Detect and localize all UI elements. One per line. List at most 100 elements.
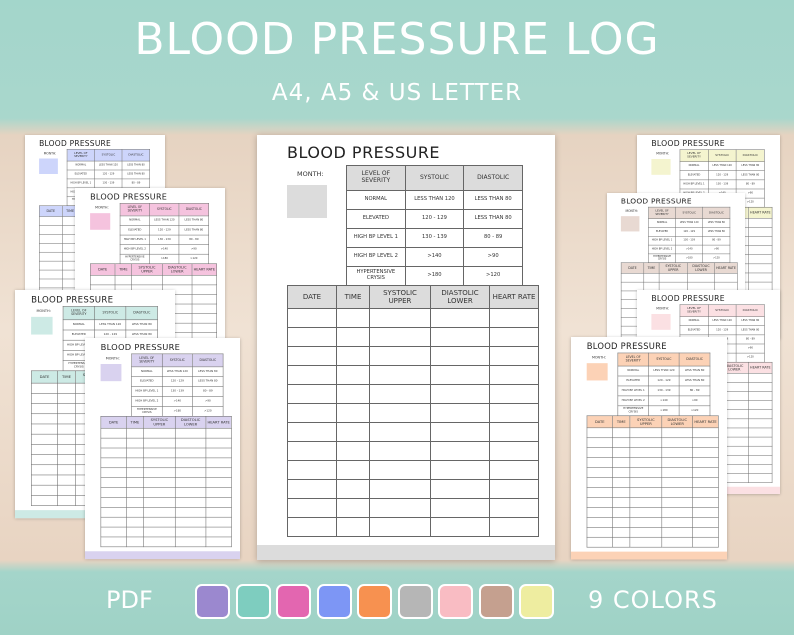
cell: HIGH BP LEVEL 1 <box>679 179 709 190</box>
color-swatch <box>397 584 433 619</box>
cell: >90 <box>178 244 209 255</box>
cell: LESS THAN 120 <box>707 161 737 171</box>
month-label: MONTH: <box>656 151 669 156</box>
header-cell: HEART RATE <box>205 416 232 429</box>
row: ELEVATED 120 - 129 LESS THAN 80 <box>617 375 711 387</box>
cell <box>143 447 176 459</box>
cell <box>336 517 370 537</box>
cell <box>143 497 176 508</box>
row: HIGH BP LEVEL 2>140>90 <box>119 244 209 255</box>
cell <box>369 517 431 537</box>
cell <box>143 427 176 439</box>
row: NORMAL LESS THAN 120 LESS THAN 80 <box>131 366 224 378</box>
cell <box>612 427 631 439</box>
header-cell: SYSTOLIC UPPER <box>143 416 176 429</box>
cell: LESS THAN 80 <box>121 160 150 171</box>
sheet: BLOOD PRESSURE MONTH: LEVEL OF SEVERITY SYS… <box>571 337 727 560</box>
cell <box>191 284 217 295</box>
cell <box>692 427 719 439</box>
cell <box>57 393 76 404</box>
header-cell: DATE <box>100 416 127 429</box>
cell: >90 <box>702 244 731 255</box>
row: NORMAL LESS THAN 120 LESS THAN 80 <box>679 161 765 171</box>
row: NORMAL LESS THAN 120 LESS THAN 80 <box>119 215 209 226</box>
row <box>287 479 539 499</box>
cell <box>489 498 539 518</box>
format-label: PDF <box>106 586 153 614</box>
cell <box>748 254 773 265</box>
month-label: MONTH: <box>95 205 109 210</box>
cell: HIGH BP LEVEL 2 <box>648 244 676 255</box>
cell <box>748 436 773 447</box>
cell <box>661 507 693 518</box>
header-cell: SYSTOLIC <box>707 149 737 162</box>
cell <box>287 441 337 461</box>
cell: LESS THAN 80 <box>679 365 711 377</box>
cell <box>57 423 76 435</box>
cell <box>748 245 773 255</box>
cell <box>489 308 539 328</box>
cell <box>661 437 693 448</box>
cell <box>100 487 127 498</box>
cell <box>629 497 663 508</box>
cell <box>100 457 127 469</box>
cell <box>629 427 663 439</box>
cell <box>174 507 207 518</box>
cell <box>57 444 76 455</box>
sheet-title: BLOOD PRESSURE <box>651 293 725 303</box>
cell <box>692 507 719 518</box>
month-box <box>586 363 608 381</box>
cell <box>748 391 773 401</box>
cell <box>126 427 144 439</box>
cell <box>692 477 719 488</box>
cell <box>39 234 63 244</box>
cell <box>692 517 719 528</box>
row: HYPERTENSIVE CRYSIS>180>120 <box>131 406 224 417</box>
cell <box>430 441 490 461</box>
cell <box>748 427 773 438</box>
month-box <box>100 364 122 382</box>
cell <box>748 409 773 420</box>
cell: LESS THAN 120 <box>161 366 193 378</box>
cell <box>612 447 631 458</box>
cell <box>748 236 773 246</box>
header-cell: DIASTOLIC <box>178 203 209 217</box>
cell <box>143 437 176 449</box>
cell: 120 - 129 <box>94 169 123 180</box>
header-cell: DIASTOLIC <box>679 352 711 367</box>
row: HYPERTENSIVE CRYSIS>180>120 <box>346 266 523 286</box>
cell <box>57 413 76 425</box>
row: ELEVATED 120 - 129 LESS THAN 80 <box>346 209 523 229</box>
color-swatch <box>478 584 514 619</box>
month-box <box>620 216 640 232</box>
header-cell: DIASTOLIC <box>736 149 765 162</box>
cell <box>369 441 431 461</box>
cell <box>629 517 663 528</box>
cell <box>191 303 217 314</box>
header-cell: HEART RATE <box>748 361 773 374</box>
header-cell: SYSTOLIC <box>149 203 180 217</box>
month-box <box>651 313 671 330</box>
cell <box>174 516 207 528</box>
sheet-title: BLOOD PRESSURE <box>100 342 181 353</box>
cell <box>287 346 337 366</box>
row <box>287 403 539 423</box>
cell <box>31 464 58 476</box>
cell: LESS THAN 120 <box>94 319 127 331</box>
sheet-title: BLOOD PRESSURE <box>90 192 168 202</box>
cell <box>100 526 127 538</box>
cell <box>126 526 144 538</box>
sheet: BLOOD PRESSURE MONTH: LEVEL OF SEVERITY SYS… <box>85 338 240 560</box>
cell <box>174 487 207 498</box>
header-cell: DATE <box>90 263 116 276</box>
cell: >140 <box>149 244 180 255</box>
cell <box>191 294 217 305</box>
cell <box>336 460 370 480</box>
cell: ELEVATED <box>119 225 150 236</box>
cell <box>586 517 613 528</box>
cell <box>612 487 631 498</box>
header-row: LEVEL OF SEVERITY SYSTOLIC DIASTOLIC <box>62 306 158 321</box>
cell <box>126 497 144 508</box>
month-label: MONTH: <box>105 356 120 361</box>
